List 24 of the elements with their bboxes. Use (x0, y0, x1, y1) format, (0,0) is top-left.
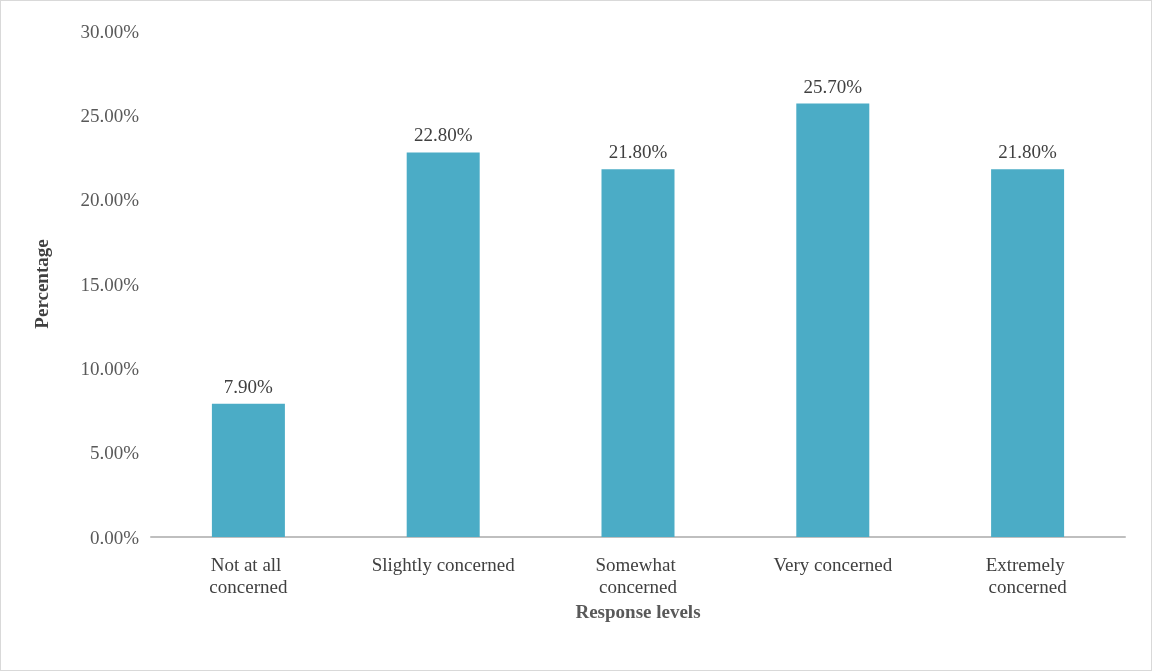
x-tick-label: Not at all concerned (209, 553, 288, 597)
x-tick-label: Somewhat concerned (595, 553, 681, 597)
bar (601, 169, 675, 537)
y-tick-label: 25.00% (80, 104, 140, 126)
data-label: 7.90% (223, 375, 274, 397)
y-tick-label: 20.00% (80, 189, 140, 211)
data-label: 21.80% (608, 141, 668, 163)
data-label: 25.70% (803, 75, 863, 97)
data-label: 22.80% (413, 124, 473, 146)
bar (796, 103, 870, 537)
y-tick-label: 30.00% (80, 20, 140, 42)
x-tick-label: Slightly concerned (371, 553, 516, 575)
data-label: 21.80% (998, 141, 1058, 163)
y-tick-label: 0.00% (89, 526, 140, 548)
y-tick-label: 15.00% (80, 273, 140, 295)
y-tick-label: 10.00% (80, 357, 140, 379)
y-axis-title: Percentage (31, 239, 52, 329)
bar (991, 169, 1065, 537)
y-tick-label: 5.00% (89, 442, 140, 464)
bar (406, 152, 480, 537)
x-tick-label: Extremely concerned (985, 553, 1070, 597)
bar (211, 403, 285, 537)
x-tick-label: Very concerned (773, 553, 893, 575)
x-axis-title: Response levels (575, 600, 701, 622)
